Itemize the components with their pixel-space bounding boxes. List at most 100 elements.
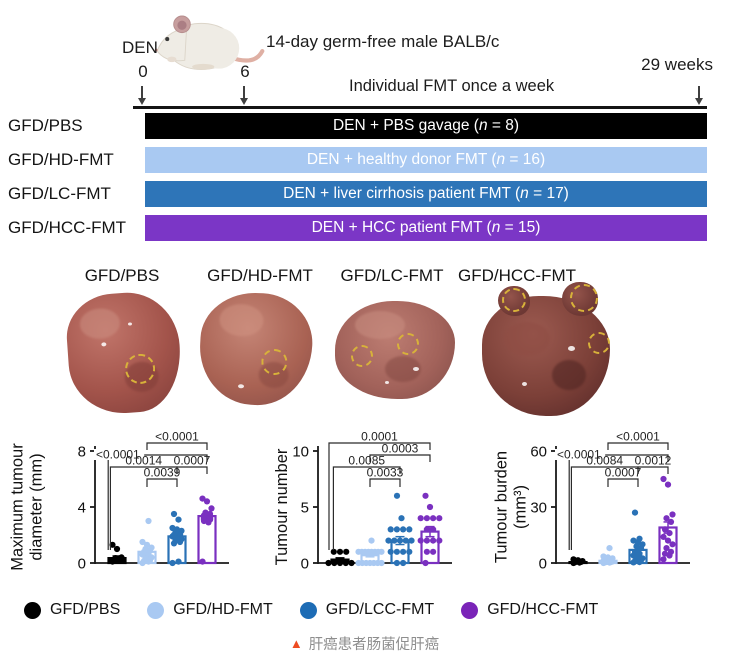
scatter-points xyxy=(199,495,215,565)
y-axis-title: Maximum tumour diameter (mm) xyxy=(9,443,46,571)
tumour-marker-icon xyxy=(570,284,598,312)
svg-text:Maximum tumour: Maximum tumour xyxy=(9,443,27,571)
sig-bracket xyxy=(146,442,208,450)
legend-dot-icon xyxy=(461,601,479,619)
sig-bracket xyxy=(637,466,669,474)
sig-bracket xyxy=(568,454,669,550)
legend-item: GFD/PBS xyxy=(24,601,120,619)
sig-bracket xyxy=(369,478,401,487)
svg-text:30: 30 xyxy=(530,500,547,517)
week-29-label: 29 weeks xyxy=(641,55,713,74)
chart-svg: Maximum tumour diameter (mm) 0 4 8 <0.0001 <0.… xyxy=(9,430,229,573)
svg-text:0.0007: 0.0007 xyxy=(174,454,211,468)
sig-bracket xyxy=(607,442,669,450)
liver-panel-label: GFD/LC-FMT xyxy=(340,266,444,285)
y-axis-title: Tumour burden (mm³) xyxy=(493,451,530,563)
svg-text:0: 0 xyxy=(301,556,309,573)
group-bar: DEN + healthy donor FMT (n = 16) xyxy=(145,147,707,173)
svg-text:Tumour burden: Tumour burden xyxy=(493,451,511,563)
legend-dot-icon xyxy=(299,601,317,619)
chart-max-tumour-diameter: Maximum tumour diameter (mm) 0 4 8 <0.0001 <0.… xyxy=(0,423,243,575)
group-row-label: GFD/HD-FMT xyxy=(8,150,114,169)
liver-panel-label: GFD/HCC-FMT xyxy=(457,266,577,285)
sig-bracket xyxy=(332,466,401,550)
arrow-down-icon xyxy=(239,86,248,105)
chart-tumour-number: Tumour number 0 5 10 0.0001 0.0003 0.0085 0.003… xyxy=(243,423,486,575)
svg-text:0.0084: 0.0084 xyxy=(586,454,623,468)
svg-text:0.0012: 0.0012 xyxy=(635,454,672,468)
scatter-points xyxy=(325,548,355,567)
svg-text:0: 0 xyxy=(78,556,86,573)
arrow-down-icon xyxy=(694,86,703,105)
y-axis-title: Tumour number xyxy=(273,448,291,565)
charts-row: Maximum tumour diameter (mm) 0 4 8 <0.0001 <0.… xyxy=(0,423,729,575)
scatter-points xyxy=(139,517,155,567)
svg-text:<0.0001: <0.0001 xyxy=(155,430,199,444)
group-row-label: GFD/LC-FMT xyxy=(8,184,111,203)
svg-text:0.0014: 0.0014 xyxy=(125,454,162,468)
svg-text:0.0007: 0.0007 xyxy=(605,466,642,480)
figure-caption: ▲ 肝癌患者肠菌促肝癌 xyxy=(0,633,729,654)
scatter-points xyxy=(570,556,586,567)
svg-text:diameter (mm): diameter (mm) xyxy=(28,453,46,560)
scatter-points xyxy=(385,492,415,567)
scatter-points xyxy=(109,541,125,565)
group-row: GFD/HD-FMT DEN + healthy donor FMT (n = … xyxy=(0,147,729,173)
den-label: DEN xyxy=(122,38,158,57)
svg-text:4: 4 xyxy=(78,500,86,517)
svg-text:<0.0001: <0.0001 xyxy=(96,448,140,462)
fmt-note: Individual FMT once a week xyxy=(349,77,555,95)
svg-text:<0.0001: <0.0001 xyxy=(616,430,660,444)
sig-bracket xyxy=(369,454,431,462)
liver-panel-label: GFD/HD-FMT xyxy=(207,266,313,285)
tumour-marker-icon xyxy=(502,288,526,312)
chart-tumour-burden: Tumour burden (mm³) 0 30 60 <0.0001 <0.0001 0.0… xyxy=(486,423,729,575)
svg-text:<0.0001: <0.0001 xyxy=(557,448,601,462)
svg-text:10: 10 xyxy=(292,444,309,461)
scatter-points xyxy=(169,510,185,567)
legend-label: GFD/LCC-FMT xyxy=(325,601,435,618)
sig-bracket xyxy=(146,478,178,487)
legend-item: GFD/HCC-FMT xyxy=(461,601,598,619)
svg-text:0.0033: 0.0033 xyxy=(367,466,404,480)
week-6-label: 6 xyxy=(240,62,250,81)
svg-text:0.0039: 0.0039 xyxy=(144,466,181,480)
group-row: GFD/LC-FMT DEN + liver cirrhosis patient… xyxy=(0,181,729,207)
legend-item: GFD/HD-FMT xyxy=(147,601,273,619)
figure-legend: GFD/PBS GFD/HD-FMT GFD/LCC-FMT GFD/HCC-F… xyxy=(24,601,598,619)
group-bar: DEN + liver cirrhosis patient FMT (n = 1… xyxy=(145,181,707,207)
triangle-marker-icon: ▲ xyxy=(289,636,303,651)
scatter-points xyxy=(355,537,385,567)
group-row-label: GFD/PBS xyxy=(8,116,83,135)
legend-item: GFD/LCC-FMT xyxy=(299,601,435,619)
svg-text:0.0003: 0.0003 xyxy=(382,442,419,456)
chart-svg: Tumour number 0 5 10 0.00010.00030.00850.003… xyxy=(273,430,452,573)
svg-text:5: 5 xyxy=(301,500,309,517)
sig-bracket xyxy=(176,466,208,474)
svg-text:(mm³): (mm³) xyxy=(512,485,530,529)
legend-dot-icon xyxy=(24,601,41,619)
group-row: GFD/PBS DEN + PBS gavage (n = 8) xyxy=(0,113,729,139)
group-bar: DEN + PBS gavage (n = 8) xyxy=(145,113,707,139)
svg-text:0.0085: 0.0085 xyxy=(348,454,385,468)
svg-text:Tumour number: Tumour number xyxy=(273,448,291,565)
strain-caption: 14-day germ-free male BALB/c xyxy=(266,32,500,51)
week-0-label: 0 xyxy=(138,62,148,81)
scatter-points xyxy=(600,545,616,567)
timeline-axis xyxy=(133,106,707,109)
sig-bracket xyxy=(607,478,639,487)
group-bar: DEN + HCC patient FMT (n = 15) xyxy=(145,215,707,241)
tumour-marker-icon xyxy=(351,345,373,367)
scatter-points xyxy=(660,475,676,563)
legend-label: GFD/HCC-FMT xyxy=(487,601,599,618)
group-row: GFD/HCC-FMT DEN + HCC patient FMT (n = 1… xyxy=(0,215,729,241)
svg-text:0.0001: 0.0001 xyxy=(361,430,398,444)
liver-panel-label: GFD/PBS xyxy=(84,266,160,285)
svg-text:8: 8 xyxy=(78,444,86,461)
tumour-marker-icon xyxy=(588,332,610,354)
caption-text: 肝癌患者肠菌促肝癌 xyxy=(308,637,440,653)
svg-text:60: 60 xyxy=(530,444,547,461)
arrow-down-icon xyxy=(137,86,146,105)
svg-text:0: 0 xyxy=(539,556,547,573)
